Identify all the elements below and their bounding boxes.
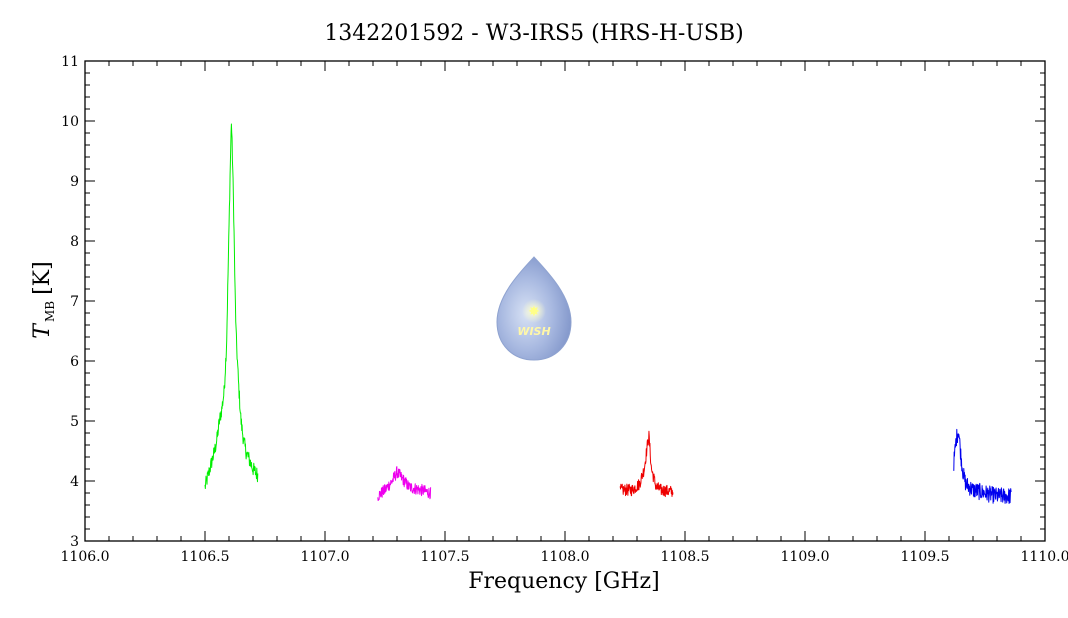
y-axis-label-subscript: MB [43, 301, 57, 322]
x-tick-label: 1107.5 [421, 549, 470, 565]
x-tick-label: 1108.5 [661, 549, 710, 565]
y-tick-label: 9 [70, 174, 79, 190]
x-tick-label: 1108.0 [541, 549, 590, 565]
watermark-logo: ✸ WISH [496, 256, 572, 361]
x-tick-label: 1106.5 [181, 549, 230, 565]
series-layer [204, 123, 1012, 504]
y-tick-label: 5 [70, 414, 79, 430]
y-tick-label: 7 [70, 294, 79, 310]
x-tick-label: 1109.5 [901, 549, 950, 565]
y-tick-label: 8 [70, 234, 79, 250]
y-axis-label-symbol: T [30, 322, 55, 339]
x-tick-labels: 1106.0 1106.5 1107.0 1107.5 1108.0 1108.5 1109… [61, 549, 1068, 565]
x-axis-label: Frequency [GHz] [468, 569, 660, 594]
spectrum-line-1 [204, 123, 259, 490]
y-tick-label: 6 [70, 354, 79, 370]
x-tick-label: 1109.0 [781, 549, 830, 565]
y-axis-label: TMB [K] [30, 261, 57, 338]
y-axis-label-unit: [K] [30, 261, 55, 295]
y-tick-label: 10 [61, 114, 79, 130]
spectrum-line-4 [953, 428, 1012, 504]
y-tick-label: 11 [61, 54, 79, 70]
spectrum-line-2 [377, 466, 432, 502]
y-tick-label: 3 [70, 534, 79, 550]
x-tick-label: 1106.0 [61, 549, 110, 565]
y-tick-label: 4 [70, 474, 79, 490]
x-tick-label: 1107.0 [301, 549, 350, 565]
watermark-text: WISH [517, 325, 550, 338]
x-tick-label: 1110.0 [1021, 549, 1068, 565]
svg-text:TMB[K]: TMB [K] [30, 261, 57, 338]
chart-title: 1342201592 - W3-IRS5 (HRS-H-USB) [324, 21, 743, 46]
y-tick-labels: 3 4 5 6 7 8 9 10 11 [61, 54, 79, 550]
star-icon: ✸ [528, 304, 540, 320]
ticks-layer [84, 60, 1046, 542]
spectrum-line-3 [619, 430, 674, 498]
